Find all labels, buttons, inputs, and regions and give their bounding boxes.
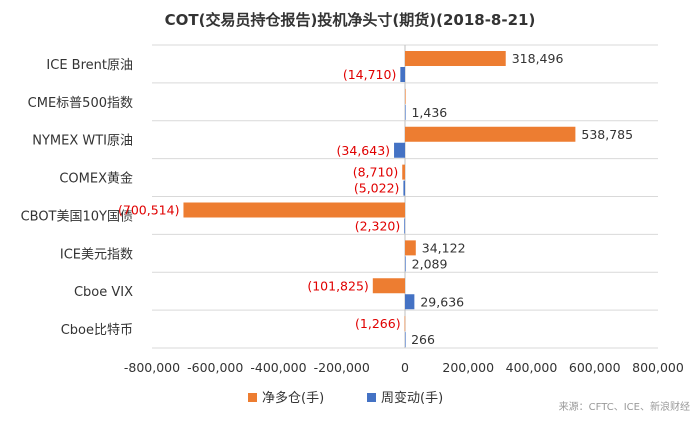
value-label: (5,022): [354, 181, 400, 196]
bar-net-long: [372, 278, 405, 294]
value-label: (1,266): [355, 316, 401, 331]
category-label: Cboe VIX: [74, 285, 133, 300]
bar-net-long: [404, 316, 406, 332]
legend-label: 净多仓(手): [262, 390, 324, 406]
category-label: CME标普500指数: [28, 96, 133, 111]
legend-label: 周变动(手): [381, 390, 443, 406]
category-label: ICE Brent原油: [46, 58, 133, 73]
bars: [183, 51, 576, 348]
x-tick-label: 800,000: [632, 360, 684, 375]
value-label: (8,710): [353, 165, 399, 180]
x-tick-label: 200,000: [442, 360, 494, 375]
x-axis-ticks: -800,000 -600,000 -400,000 -200,000 0 200,000…: [124, 360, 684, 375]
value-label: 266: [411, 332, 435, 347]
value-labels: 318,496 (14,710) 1,436 538,785 (34,643) (8,71…: [118, 51, 633, 347]
value-label: (34,643): [337, 143, 391, 158]
category-label: CBOT美国10Y国债: [21, 209, 133, 224]
value-label: 318,496: [512, 51, 564, 66]
legend-swatch: [248, 393, 257, 402]
value-label: (700,514): [118, 203, 179, 218]
bar-net-long: [402, 164, 405, 180]
bar-net-long: [183, 202, 405, 218]
category-labels: ICE Brent原油 CME标普500指数 NYMEX WTI原油 COMEX黄金 C…: [21, 58, 134, 338]
x-tick-label: -200,000: [314, 360, 370, 375]
bar-weekly-change: [403, 180, 405, 196]
value-label: 2,089: [412, 256, 448, 271]
category-label: COMEX黄金: [59, 171, 133, 187]
legend: 净多仓(手) 周变动(手): [248, 390, 443, 406]
bar-weekly-change: [405, 294, 415, 310]
x-tick-label: -400,000: [250, 360, 306, 375]
value-label: 1,436: [411, 105, 447, 120]
x-tick-label: 600,000: [569, 360, 621, 375]
bar-weekly-change: [405, 256, 406, 272]
category-label: ICE美元指数: [60, 247, 133, 262]
value-label: (2,320): [355, 219, 401, 234]
bar-weekly-change: [394, 142, 405, 158]
bar-net-long: [405, 240, 416, 256]
bar-weekly-change: [404, 218, 405, 234]
source-note: 来源：CFTC、ICE、新浪财经: [559, 400, 690, 413]
bar-weekly-change: [405, 104, 406, 120]
x-tick-label: -600,000: [187, 360, 243, 375]
x-tick-label: -800,000: [124, 360, 180, 375]
x-tick-label: 0: [401, 360, 409, 375]
value-label: (101,825): [307, 278, 368, 293]
value-label: (14,710): [343, 67, 397, 82]
bar-net-long: [405, 126, 576, 142]
value-label: 29,636: [420, 294, 464, 309]
bar-weekly-change: [405, 332, 406, 348]
x-tick-label: 400,000: [506, 360, 558, 375]
chart-title: COT(交易员持仓报告)投机净头寸(期货)(2018-8-21): [165, 11, 536, 29]
legend-swatch: [367, 393, 376, 402]
value-label: 538,785: [581, 127, 633, 142]
value-label: 34,122: [422, 240, 466, 255]
category-label: Cboe比特币: [61, 323, 133, 338]
bar-net-long: [405, 88, 406, 104]
bar-weekly-change: [400, 67, 405, 82]
bar-net-long: [405, 51, 506, 66]
category-label: NYMEX WTI原油: [32, 134, 133, 149]
